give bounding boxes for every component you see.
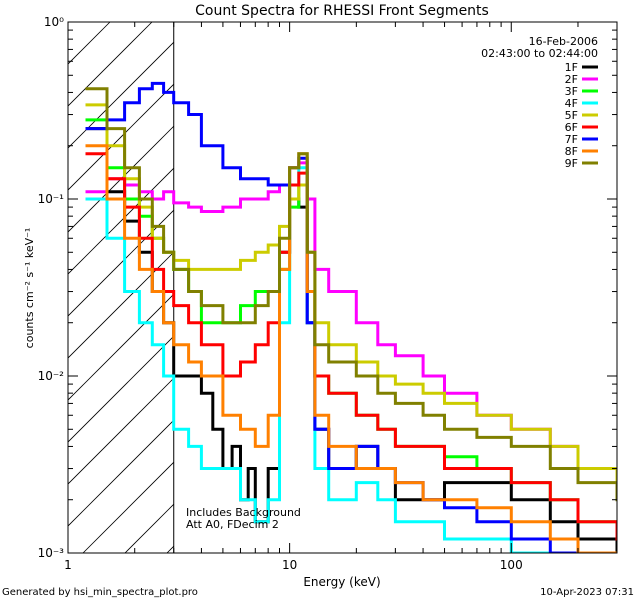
annotation-background: Includes Background (186, 506, 301, 519)
hatch-line (68, 22, 111, 65)
chart-title: Count Spectra for RHESSI Front Segments (195, 3, 489, 19)
hatch-line (82, 461, 174, 553)
y-tick-label: 10⁻² (38, 369, 65, 383)
y-tick-label: 10⁻¹ (38, 192, 65, 206)
legend-label-5F: 5F (565, 109, 578, 122)
y-axis-label: counts cm⁻² s⁻¹ keV⁻¹ (23, 228, 36, 349)
legend-label-3F: 3F (565, 85, 578, 98)
footer-timestamp: 10-Apr-2023 07:31 (540, 587, 634, 598)
hatch-line (68, 293, 174, 401)
tick-labels: 1 10 100 10⁻³ 10⁻² 10⁻¹ 10⁰ (38, 15, 523, 572)
x-tick-label: 1 (64, 558, 72, 572)
hatch-line (124, 503, 174, 553)
legend-label-9F: 9F (565, 157, 578, 170)
x-axis-label: Energy (keV) (303, 575, 380, 589)
date-text: 16-Feb-2006 (529, 35, 598, 48)
y-tick-label: 10⁰ (44, 15, 64, 29)
series-line-9F (85, 87, 617, 502)
legend-label-7F: 7F (565, 133, 578, 146)
series-line-4F (85, 166, 617, 553)
series-line-3F (85, 118, 617, 541)
legend-label-4F: 4F (565, 97, 578, 110)
annotation-attenuator: Att A0, FDecim 2 (186, 518, 279, 531)
x-tick-label: 10 (282, 558, 297, 572)
axis-ticks (67, 21, 618, 554)
hatch-line (68, 377, 174, 485)
hatch-line (68, 83, 174, 191)
y-tick-label: 10⁻³ (38, 546, 65, 560)
hatched-region (68, 22, 175, 553)
legend-label-2F: 2F (565, 73, 578, 86)
legend-label-6F: 6F (565, 121, 578, 134)
plot-frame (67, 21, 618, 554)
legend-label-8F: 8F (565, 145, 578, 158)
hatch-line (68, 167, 174, 275)
series-group (85, 81, 617, 553)
x-tick-label: 100 (500, 558, 523, 572)
hatch-line (68, 335, 174, 443)
hatch-line (68, 209, 174, 317)
time-range-text: 02:43:00 to 02:44:00 (481, 47, 598, 60)
series-line-8F (85, 144, 617, 553)
hatch-line (68, 251, 174, 359)
legend-label-1F: 1F (565, 61, 578, 74)
footer-generated-by: Generated by hsi_min_spectra_plot.pro (2, 587, 198, 598)
hatch-line (68, 419, 174, 527)
